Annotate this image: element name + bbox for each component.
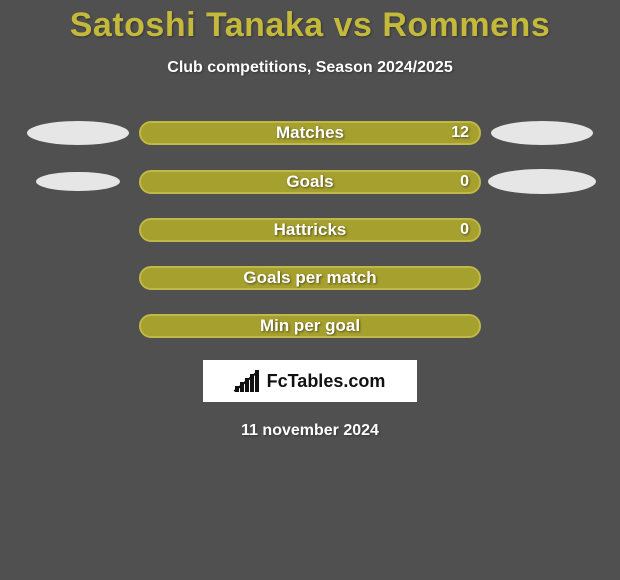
stat-bar: Matches 12 xyxy=(139,121,481,145)
stat-label: Goals per match xyxy=(243,268,376,288)
stat-bar: Goals per match xyxy=(139,266,481,290)
stat-rows: Matches 12 Goals 0 Hattricks 0 Goals per match… xyxy=(0,121,620,338)
bar-chart-icon xyxy=(235,370,261,392)
stat-label: Goals xyxy=(286,172,333,192)
player-ellipse-left xyxy=(27,121,129,145)
comparison-infographic: Satoshi Tanaka vs Rommens Club competiti… xyxy=(0,0,620,580)
stat-value: 0 xyxy=(460,173,469,191)
fctables-logo-text: FcTables.com xyxy=(267,371,386,392)
stat-bar: Min per goal xyxy=(139,314,481,338)
player-ellipse-right xyxy=(491,121,593,145)
player-ellipse-right xyxy=(488,169,595,194)
stat-row: Min per goal xyxy=(0,314,620,338)
stat-row: Matches 12 xyxy=(0,121,620,145)
stat-label: Matches xyxy=(276,123,344,143)
fctables-logo: FcTables.com xyxy=(203,360,417,402)
page-subtitle: Club competitions, Season 2024/2025 xyxy=(0,59,620,77)
stat-row: Goals 0 xyxy=(0,169,620,194)
date-label: 11 november 2024 xyxy=(0,422,620,440)
stat-bar: Goals 0 xyxy=(139,170,481,194)
stat-value: 0 xyxy=(460,221,469,239)
player-ellipse-left xyxy=(36,172,120,192)
stat-row: Hattricks 0 xyxy=(0,218,620,242)
stat-row: Goals per match xyxy=(0,266,620,290)
stat-label: Min per goal xyxy=(260,316,360,336)
stat-value: 12 xyxy=(451,124,469,142)
page-title: Satoshi Tanaka vs Rommens xyxy=(0,6,620,45)
stat-label: Hattricks xyxy=(274,220,347,240)
stat-bar: Hattricks 0 xyxy=(139,218,481,242)
